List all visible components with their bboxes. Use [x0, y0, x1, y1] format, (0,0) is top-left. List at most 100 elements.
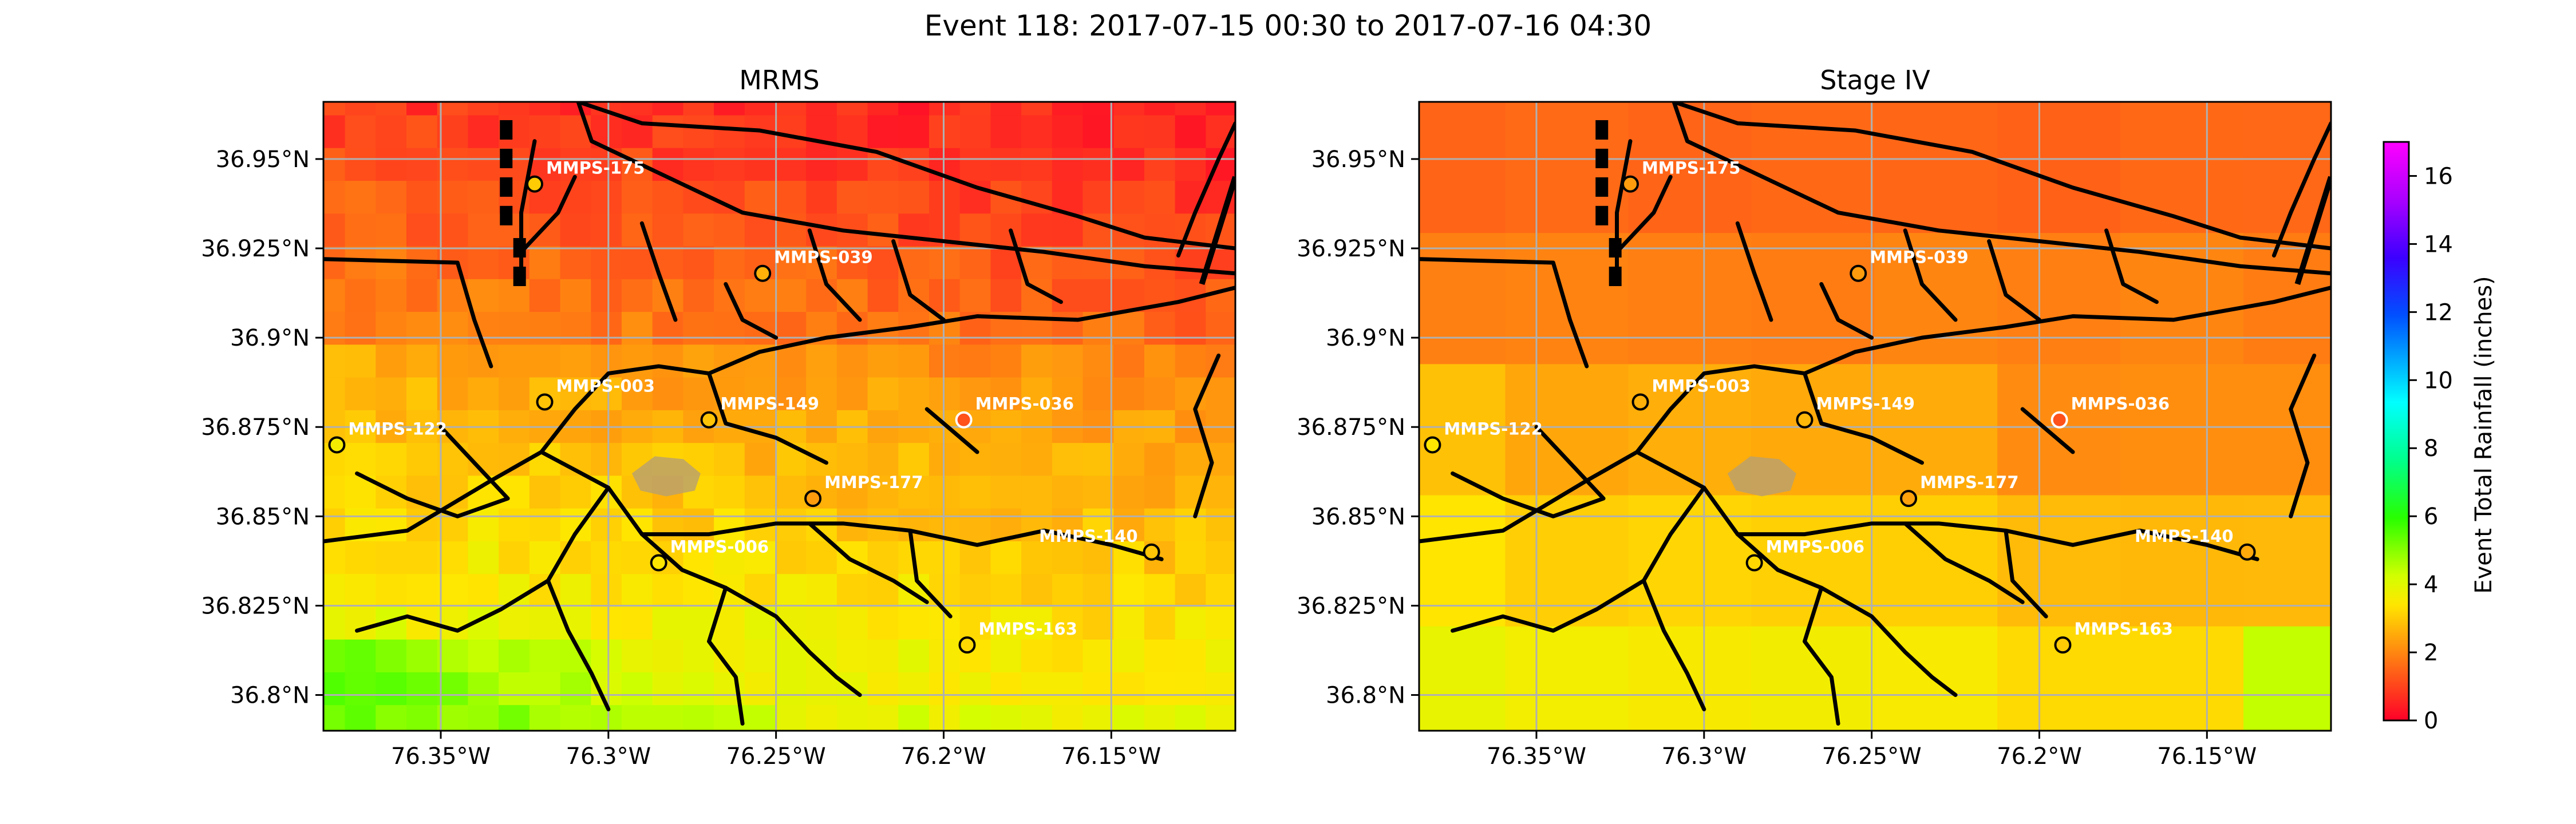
grid-cell	[323, 475, 346, 509]
grid-cell	[1144, 377, 1176, 410]
grid-cell	[345, 344, 377, 378]
grid-cell	[683, 671, 715, 706]
grid-cell	[468, 147, 500, 181]
grid-cell	[1751, 625, 1875, 731]
gauge-label: MMPS-039	[774, 248, 872, 267]
grid-cell	[437, 606, 469, 640]
grid-cell	[1206, 671, 1235, 706]
grid-cell	[990, 573, 1022, 607]
grid-cell	[560, 102, 592, 116]
grid-cell	[867, 102, 899, 116]
grid-cell	[468, 102, 500, 116]
grid-cell	[499, 671, 530, 706]
grid-cell	[1144, 671, 1176, 706]
grid-cell	[376, 311, 408, 345]
gauge-marker	[1424, 436, 1441, 454]
grid-cell	[1144, 606, 1176, 640]
grid-cell	[1751, 102, 1875, 233]
grid-cell	[836, 573, 868, 607]
grid-cell	[1082, 114, 1115, 148]
grid-cell	[437, 377, 469, 410]
grid-cell	[652, 114, 684, 148]
grid-cell	[836, 311, 868, 345]
grid-cell	[323, 377, 346, 410]
grid-cell	[323, 114, 346, 148]
grid-cell	[376, 102, 408, 116]
gauge-label: MMPS-140	[1039, 526, 1137, 546]
grid-cell	[529, 671, 561, 706]
grid-cell	[1052, 114, 1084, 148]
grid-cell	[529, 508, 561, 541]
grid-cell	[1206, 573, 1235, 607]
colorbar-gradient	[2383, 141, 2410, 722]
grid-cell	[1052, 442, 1084, 476]
grid-cell	[560, 278, 592, 312]
grid-cell	[406, 147, 438, 181]
grid-cell	[1082, 704, 1115, 731]
grid-cell	[529, 311, 561, 345]
grid-cell	[1874, 494, 1998, 627]
grid-cell	[714, 442, 745, 476]
grid-cell	[323, 344, 346, 378]
gauge-marker	[955, 411, 973, 429]
grid-cell	[323, 213, 346, 247]
grid-cell	[1052, 245, 1084, 279]
grid-cell	[683, 147, 715, 181]
grid-cell	[560, 573, 592, 607]
grid-cell	[468, 278, 500, 312]
grid-cell	[929, 573, 961, 607]
grid-cell	[775, 180, 807, 214]
grid-cell	[836, 114, 868, 148]
grid-cell	[959, 475, 991, 509]
grid-cell	[1113, 639, 1145, 672]
grid-cell	[323, 671, 346, 706]
grid-cell	[990, 442, 1022, 476]
grid-cell	[1021, 102, 1053, 116]
colorbar: Event Total Rainfall (inches) 0 2 4 6 8 10 12 1…	[2383, 141, 2497, 734]
grid-cell	[652, 606, 684, 640]
grid-cell	[1206, 311, 1235, 345]
grid-cell	[529, 606, 561, 640]
y-tick-label: 36.95°N	[1311, 146, 1405, 173]
grid-cell	[560, 245, 592, 279]
grid-cell	[1505, 494, 1629, 627]
grid-cell	[714, 475, 745, 509]
grid-cell	[775, 102, 807, 116]
grid-cell	[437, 213, 469, 247]
grid-cell	[591, 245, 622, 279]
grid-cell	[990, 540, 1022, 575]
y-tick-label: 36.85°N	[216, 504, 310, 530]
grid-cell	[1052, 573, 1084, 607]
grid-cell	[591, 508, 622, 541]
grid-cell	[499, 540, 530, 575]
grid-cell	[1113, 508, 1145, 541]
y-tick-label: 36.8°N	[1326, 683, 1405, 709]
grid-cell	[1175, 639, 1207, 672]
grid-cell	[836, 102, 868, 116]
grid-cell	[1144, 573, 1176, 607]
grid-cell	[898, 377, 930, 410]
grid-cell	[1052, 475, 1084, 509]
grid-cell	[468, 114, 500, 148]
grid-cell	[529, 639, 561, 672]
gauge-marker	[328, 436, 346, 454]
grid-cell	[1505, 232, 1629, 365]
grid-cell	[406, 377, 438, 410]
grid-cell	[529, 344, 561, 378]
gauge-label: MMPS-036	[975, 394, 1074, 414]
x-tick-label: 76.2°W	[901, 743, 986, 770]
grid-cell	[1113, 102, 1145, 116]
grid-cell	[1021, 671, 1053, 706]
grid-cell	[929, 442, 961, 476]
grid-cell	[1021, 573, 1053, 607]
gauge-marker	[1745, 554, 1763, 572]
grid-cell	[1113, 114, 1145, 148]
grid-cell	[1021, 147, 1053, 181]
grid-cell	[775, 278, 807, 312]
grid-cell	[1175, 114, 1207, 148]
gauge-marker	[1900, 490, 1918, 508]
gauge-marker	[1796, 411, 1814, 429]
grid-cell	[744, 475, 776, 509]
grid-cell	[376, 377, 408, 410]
grid-cell	[1113, 147, 1145, 181]
